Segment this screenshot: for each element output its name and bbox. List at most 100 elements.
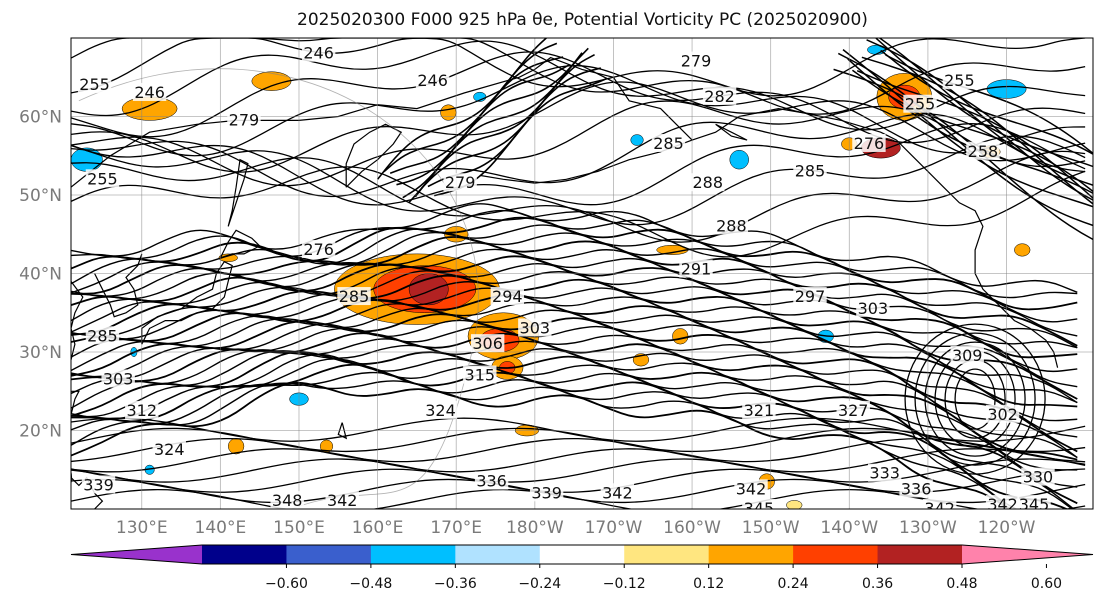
contour-label-bg	[101, 369, 135, 388]
contour-label: 345	[744, 499, 775, 518]
contour-label: 336	[476, 472, 507, 491]
colorbar-tick-label: −0.48	[349, 576, 392, 592]
contour-label: 279	[445, 173, 476, 192]
contour-label-bg	[85, 326, 120, 345]
contour-label: 285	[339, 287, 370, 306]
contour-label: 246	[417, 71, 448, 90]
theta-e-contour	[71, 381, 1011, 509]
great-circle-path	[78, 68, 479, 509]
colorbar-bin	[455, 545, 541, 564]
longitude-label: 160°W	[663, 518, 721, 538]
contour-label-bg	[793, 287, 827, 306]
colorbar-bin	[202, 545, 287, 564]
pv-patch	[630, 134, 644, 146]
contour-label-bg	[852, 133, 886, 152]
contour-label-bg	[651, 133, 686, 152]
theta-e-contour	[861, 56, 1093, 205]
contour-label: 276	[303, 240, 334, 259]
contour-label: 258	[968, 142, 999, 161]
contour-label: 255	[905, 95, 936, 114]
map-title: 2025020300 F000 925 hPa θe, Potential Vo…	[297, 10, 868, 30]
theta-e-contour	[71, 38, 1086, 97]
contour-label-bg	[490, 287, 525, 306]
contour-label: 342	[736, 479, 767, 498]
theta-e-contours	[71, 38, 1093, 509]
contour-label-bg	[702, 86, 737, 105]
coastline	[345, 123, 403, 188]
colorbar-extend-high	[962, 545, 1093, 564]
theta-e-contour	[904, 323, 1046, 475]
theta-e-contour	[71, 123, 1086, 206]
theta-e-contour	[71, 351, 1078, 505]
longitude-labels: 130°E 140°E 150°E 160°E 170°E 180°W 170°W 160°W…	[116, 518, 1036, 538]
longitude-label: 130°E	[116, 518, 168, 538]
pv-patch	[672, 328, 689, 345]
contour-label: 246	[303, 44, 334, 63]
theta-e-contour	[71, 307, 1078, 438]
contour-label: 288	[716, 216, 747, 235]
contour-label: 324	[425, 401, 456, 420]
contour-label-bg	[132, 82, 167, 101]
longitude-label: 140°W	[820, 518, 878, 538]
contour-label-bg	[742, 499, 776, 509]
theta-e-contour	[924, 341, 1026, 457]
contour-label-bg	[985, 495, 1020, 509]
contour-label-bg	[985, 404, 1020, 423]
longitude-label: 180°W	[506, 518, 564, 538]
contour-label-bg	[903, 94, 937, 113]
contour-label-bg	[1021, 467, 1055, 486]
longitude-label: 120°W	[978, 518, 1036, 538]
theta-e-contour	[71, 231, 1078, 337]
contour-label-bg	[301, 239, 336, 258]
theta-e-contour	[954, 368, 996, 430]
theta-e-contour	[421, 53, 595, 189]
colorbar-outline	[70, 544, 1094, 565]
contour-label: 276	[854, 134, 885, 153]
latitude-labels: 60°N 50°N 40°N 30°N 20°N	[19, 108, 62, 442]
contour-label-bg	[470, 334, 505, 353]
contour-label: 303	[103, 369, 134, 388]
colorbar: −0.60 −0.48 −0.36 −0.24 −0.12 0.12 0.24 0.36 0.4…	[70, 544, 1094, 592]
contour-label: 345	[1019, 495, 1050, 514]
contour-label: 255	[87, 169, 118, 188]
theta-e-contour	[71, 270, 1078, 388]
contour-label-bg	[899, 479, 933, 498]
contour-label: 342	[987, 495, 1018, 514]
longitude-label: 150°W	[742, 518, 800, 538]
colorbar-tick-label: −0.24	[518, 576, 561, 592]
theta-e-contour	[851, 69, 1093, 193]
contour-label-bg	[923, 499, 957, 509]
pv-patch	[440, 104, 457, 121]
contour-label-bg	[301, 43, 336, 62]
theta-e-contour	[71, 448, 1086, 473]
coastline	[71, 390, 80, 415]
graticule	[71, 38, 1093, 509]
contour-label-bg	[714, 216, 749, 235]
pv-patch	[71, 470, 73, 485]
contour-label: 306	[472, 334, 503, 353]
contour-label: 279	[229, 110, 260, 129]
contour-label-bg	[415, 71, 450, 90]
longitude-label: 150°E	[273, 518, 325, 538]
theta-e-contour	[71, 332, 1078, 461]
colorbar-tick-label: −0.60	[265, 576, 308, 592]
contour-label: 342	[924, 499, 955, 518]
coastline	[479, 139, 693, 184]
contour-label: 255	[79, 75, 110, 94]
colorbar-bin	[539, 545, 625, 564]
theta-e-contour	[875, 38, 1093, 168]
colorbar-extend-low	[71, 545, 202, 564]
theta-e-contour	[383, 42, 558, 173]
contour-label: 291	[681, 260, 712, 279]
contour-label: 246	[134, 83, 165, 102]
latitude-label: 20°N	[19, 422, 62, 442]
contour-label-bg	[152, 440, 186, 459]
longitude-label: 170°E	[430, 518, 482, 538]
contour-label: 321	[744, 401, 775, 420]
contour-label: 303	[858, 299, 889, 318]
longitude-label: 130°W	[899, 518, 957, 538]
latitude-label: 50°N	[19, 186, 62, 206]
theta-e-contour	[856, 70, 1093, 200]
colorbar-tick-label: 0.24	[778, 576, 809, 592]
latitude-label: 60°N	[19, 108, 62, 128]
